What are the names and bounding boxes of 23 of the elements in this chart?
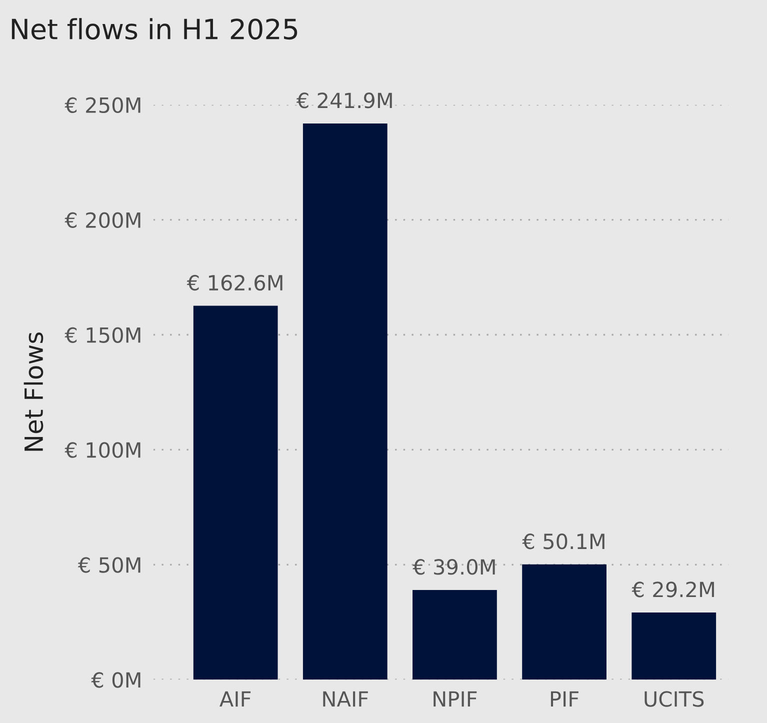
y-tick-label: € 50M	[78, 557, 140, 573]
x-tick-label: PIF	[550, 691, 578, 707]
y-axis-title: Net Flows	[24, 332, 44, 451]
bar	[522, 564, 606, 680]
data-label: € 162.6M	[186, 274, 282, 291]
x-tick-label: AIF	[220, 691, 251, 707]
bar	[412, 590, 497, 680]
data-label: € 39.0M	[412, 559, 495, 575]
data-label: € 29.2M	[632, 582, 714, 598]
data-label: € 50.1M	[522, 534, 604, 550]
y-tick-label: € 100M	[64, 442, 140, 458]
y-tick-label: € 200M	[64, 212, 140, 228]
x-tick-label: UCITS	[644, 691, 704, 707]
data-label: € 241.9M	[296, 92, 392, 108]
chart-title: Net flows in H1 2025	[12, 18, 298, 40]
y-tick-label: € 0M	[91, 672, 140, 688]
bar	[302, 123, 388, 680]
bar	[632, 612, 716, 680]
y-tick-label: € 250M	[64, 97, 140, 114]
bar	[193, 306, 278, 680]
x-tick-label: NPIF	[434, 691, 477, 707]
y-tick-label: € 150M	[64, 327, 140, 343]
x-tick-label: NAIF	[323, 691, 368, 707]
